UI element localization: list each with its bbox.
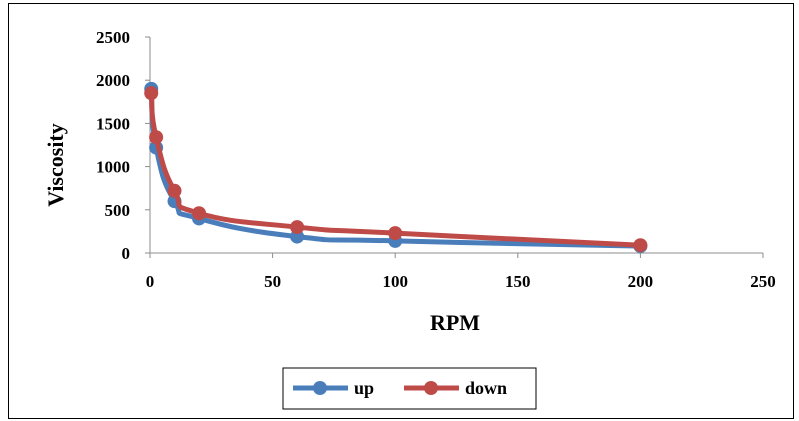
data-point-down	[633, 238, 648, 253]
chart-frame	[8, 3, 794, 419]
x-tick-label: 50	[264, 272, 281, 291]
data-point-down	[388, 226, 403, 241]
x-tick-label: 100	[382, 272, 408, 291]
data-point-down	[149, 130, 164, 145]
legend-label-up: up	[354, 378, 374, 398]
axes: 0 500 1000 1500 2000 2500 0 50 100 150 200 250	[96, 28, 776, 291]
axis-labels: RPM Viscosity	[43, 123, 480, 335]
legend: up down	[282, 367, 537, 410]
x-tick-label: 200	[628, 272, 654, 291]
y-tick-label: 0	[122, 244, 131, 263]
series-line-down	[148, 92, 641, 248]
data-point-down	[167, 183, 182, 198]
y-tick-label: 1500	[96, 114, 130, 133]
series-layer	[144, 81, 648, 254]
x-tick-label: 0	[146, 272, 155, 291]
x-axis-title: RPM	[430, 310, 480, 335]
legend-marker-down	[424, 381, 438, 395]
y-tick-label: 500	[105, 201, 131, 220]
series-line-up	[148, 88, 641, 249]
y-tick-label: 2500	[96, 28, 130, 47]
legend-label-down: down	[465, 378, 507, 398]
y-tick-label: 2000	[96, 71, 130, 90]
data-point-down	[290, 220, 305, 235]
x-tick-label: 250	[750, 272, 776, 291]
x-tick-label: 150	[505, 272, 531, 291]
data-point-down	[192, 206, 207, 221]
legend-marker-up	[313, 381, 327, 395]
y-axis-title: Viscosity	[43, 123, 68, 207]
data-point-down	[144, 86, 159, 101]
y-tick-label: 1000	[96, 158, 130, 177]
